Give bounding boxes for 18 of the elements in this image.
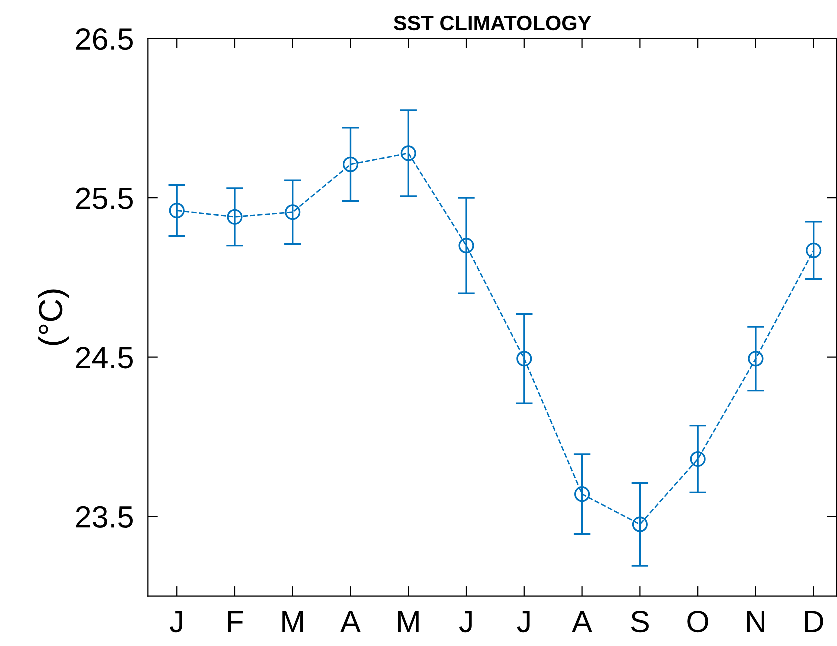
x-tick-label: F (228, 611, 244, 632)
x-tick-label: J (517, 611, 530, 633)
x-tick-label: A (572, 611, 592, 632)
x-tick-label: D (805, 611, 824, 632)
x-tick-label: N (747, 611, 764, 632)
y-axis-title: (°C) (38, 290, 70, 346)
y-tick-label: 26.5 (76, 28, 133, 50)
chart-title: SST CLIMATOLOGY (394, 16, 592, 31)
x-tick-label: O (688, 610, 708, 633)
x-tick-label: J (170, 611, 182, 633)
x-tick-label: J (459, 611, 472, 633)
y-tick-label: 25.5 (76, 188, 133, 210)
y-tick-label: 24.5 (76, 347, 133, 369)
x-tick-label: M (398, 611, 419, 632)
x-tick-label: M (282, 611, 304, 632)
y-tick-label: 23.5 (76, 506, 133, 528)
x-tick-label: S (631, 610, 649, 633)
x-tick-label: A (340, 611, 361, 632)
